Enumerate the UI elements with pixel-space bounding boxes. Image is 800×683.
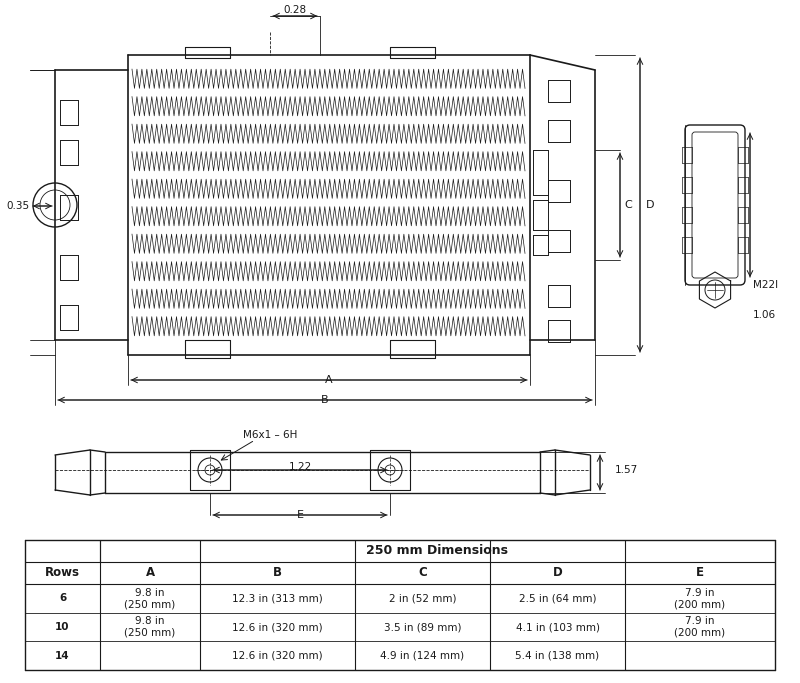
Text: 9.8 in
(250 mm): 9.8 in (250 mm) [124,587,176,609]
Text: 7.9 in
(200 mm): 7.9 in (200 mm) [674,587,726,609]
Text: B: B [273,566,282,579]
Text: 1.22: 1.22 [288,462,312,472]
Text: M6x1 – 6H: M6x1 – 6H [243,430,297,440]
Text: 12.6 in (320 mm): 12.6 in (320 mm) [232,651,323,660]
Text: 2.5 in (64 mm): 2.5 in (64 mm) [518,594,596,603]
Text: B: B [321,395,329,405]
Text: 6: 6 [59,594,66,603]
Text: 3.5 in (89 mm): 3.5 in (89 mm) [384,622,462,632]
Text: D: D [646,200,654,210]
Text: C: C [418,566,427,579]
Text: 5.4 in (138 mm): 5.4 in (138 mm) [515,651,599,660]
Text: C: C [624,200,632,210]
Text: 12.6 in (320 mm): 12.6 in (320 mm) [232,622,323,632]
Text: M22l: M22l [753,280,778,290]
Text: D: D [553,566,562,579]
Text: A: A [146,566,154,579]
Text: 250 mm Dimensions: 250 mm Dimensions [366,544,509,557]
Text: 10: 10 [55,622,70,632]
Text: 2 in (52 mm): 2 in (52 mm) [389,594,456,603]
Text: A: A [325,375,333,385]
Text: 4.1 in (103 mm): 4.1 in (103 mm) [515,622,599,632]
Text: 0.35: 0.35 [6,201,30,211]
Text: 12.3 in (313 mm): 12.3 in (313 mm) [232,594,323,603]
Text: 9.8 in
(250 mm): 9.8 in (250 mm) [124,616,176,638]
Text: E: E [297,510,303,520]
Text: 14: 14 [55,651,70,660]
Text: E: E [696,566,704,579]
Text: 1.06: 1.06 [753,310,776,320]
Text: 1.57: 1.57 [615,465,638,475]
Text: 0.28: 0.28 [283,5,306,15]
Text: 7.9 in
(200 mm): 7.9 in (200 mm) [674,616,726,638]
Text: 4.9 in (124 mm): 4.9 in (124 mm) [381,651,465,660]
Text: Rows: Rows [45,566,80,579]
